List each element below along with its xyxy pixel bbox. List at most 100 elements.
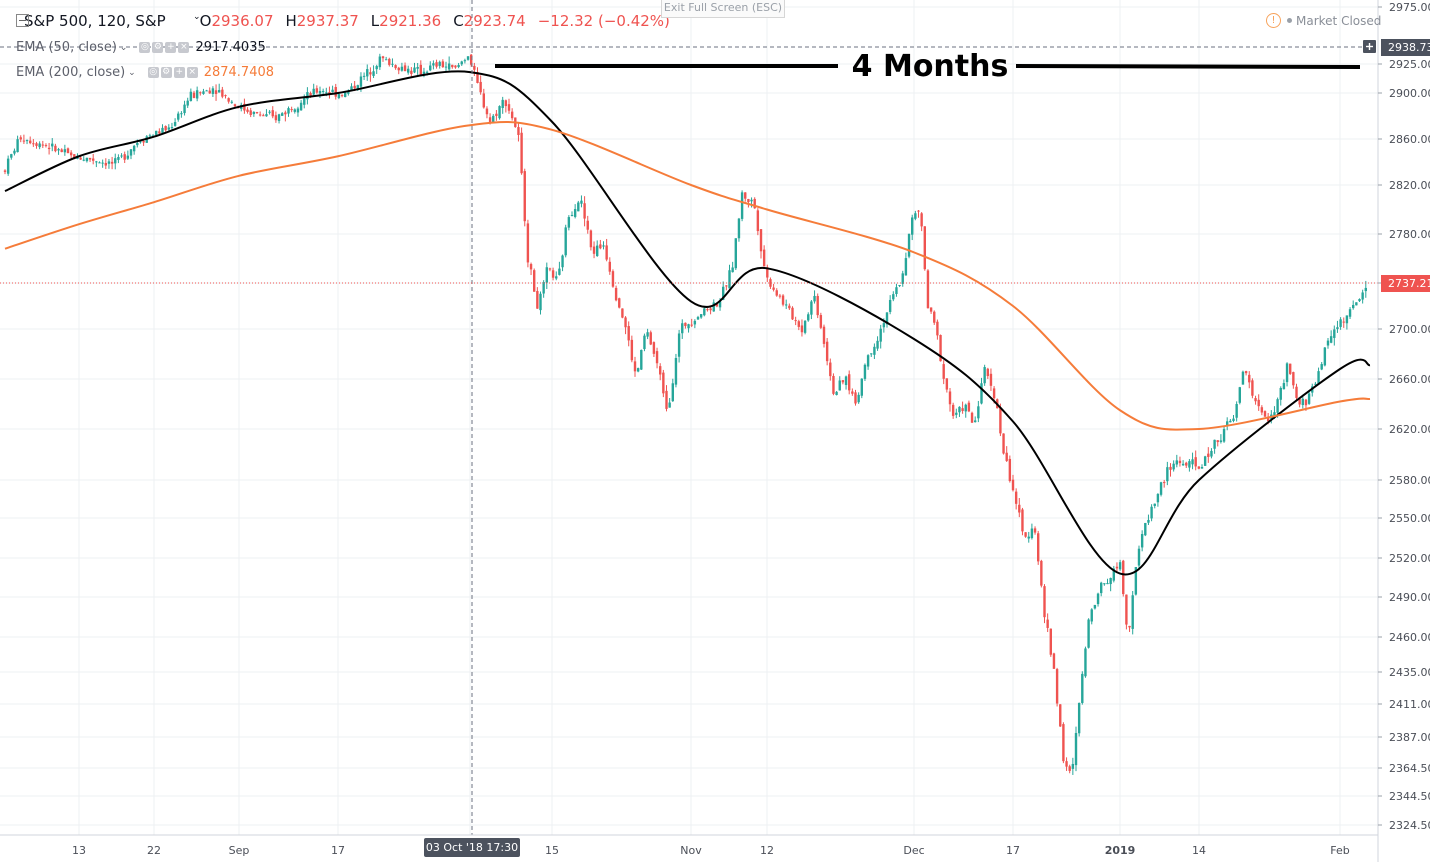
candle [485, 108, 489, 115]
candle [1021, 509, 1024, 532]
candle [1131, 595, 1134, 629]
candle [835, 391, 838, 395]
candle [611, 271, 615, 287]
candle [92, 158, 95, 161]
candle [602, 245, 605, 247]
y-tick-label: 2411.00 [1389, 698, 1430, 711]
candle [715, 303, 719, 307]
candle [766, 267, 769, 278]
candle [734, 238, 737, 269]
last-price-label: 2737.21 [1388, 277, 1430, 290]
candle [211, 88, 215, 94]
candle [466, 56, 470, 60]
candle [262, 115, 265, 117]
candle [334, 87, 337, 97]
candle [350, 86, 353, 91]
candle [958, 406, 961, 413]
candle [539, 293, 542, 311]
candle [312, 88, 315, 95]
candle [706, 309, 709, 311]
candle [1002, 433, 1005, 454]
candle [863, 364, 867, 379]
candle [1018, 504, 1021, 513]
candle [88, 157, 92, 160]
x-tick-label: Dec [903, 844, 924, 857]
candle [624, 317, 627, 328]
candle [492, 115, 495, 123]
warning-icon[interactable]: ! [1266, 13, 1281, 28]
candle [281, 113, 284, 116]
candle [618, 298, 621, 308]
candle [860, 378, 863, 396]
candle [328, 92, 331, 94]
candle [1314, 383, 1317, 385]
candle [120, 155, 123, 157]
candle [54, 145, 57, 152]
candle [829, 362, 832, 377]
candle [526, 223, 530, 263]
candle [369, 72, 372, 75]
ema200-line [4, 121, 1371, 431]
candle [1207, 453, 1210, 457]
candle [964, 404, 967, 412]
candle [892, 294, 895, 300]
candle [1090, 609, 1093, 622]
candle [362, 75, 366, 77]
candle [107, 161, 111, 164]
candle [929, 307, 933, 312]
candle [920, 213, 923, 227]
candle [725, 285, 728, 287]
candle [1109, 578, 1112, 585]
candle [22, 140, 26, 142]
x-tick-label: 17 [1006, 844, 1020, 857]
candle [498, 106, 501, 119]
candle [545, 267, 548, 283]
candle [1216, 440, 1219, 443]
candle [1115, 566, 1119, 569]
candle [227, 98, 230, 102]
candle [397, 67, 400, 71]
candle [517, 127, 520, 135]
candle [838, 380, 841, 391]
candle [495, 113, 498, 116]
exit-fullscreen-button[interactable]: Exit Full Screen (ESC) [661, 0, 785, 18]
candle [293, 109, 296, 112]
candle [1118, 562, 1122, 570]
candle [1210, 450, 1213, 457]
candle [709, 308, 712, 311]
candle [388, 58, 391, 65]
candle [693, 320, 697, 325]
candle [573, 209, 577, 217]
candle [277, 114, 281, 121]
y-tick-label: 2364.50 [1389, 762, 1430, 775]
candle [208, 90, 211, 94]
candle [551, 270, 555, 278]
candle [454, 65, 457, 68]
candle [284, 112, 287, 115]
candle [992, 388, 996, 399]
candle [1248, 374, 1251, 383]
candle [1106, 583, 1109, 585]
candle [221, 89, 224, 97]
candle [803, 320, 807, 333]
y-tick-label: 2580.00 [1389, 474, 1430, 487]
candle [816, 295, 819, 316]
time-axis: 13 22 Sep 17 15 Nov 12 Dec 17 2019 14 Feb 03 Oct '18… [0, 834, 1378, 857]
candle [69, 152, 73, 156]
candle [854, 392, 857, 404]
candle [942, 364, 945, 379]
candle [287, 108, 290, 114]
candle [1081, 673, 1084, 703]
candle [775, 290, 778, 296]
candle [82, 159, 85, 161]
candle [158, 131, 161, 134]
candle [41, 144, 44, 146]
candle [1059, 704, 1062, 727]
candle [1046, 619, 1049, 628]
candle [394, 65, 397, 69]
x-tick-label: Feb [1330, 844, 1349, 857]
candle [306, 92, 309, 100]
candle [1014, 491, 1018, 504]
